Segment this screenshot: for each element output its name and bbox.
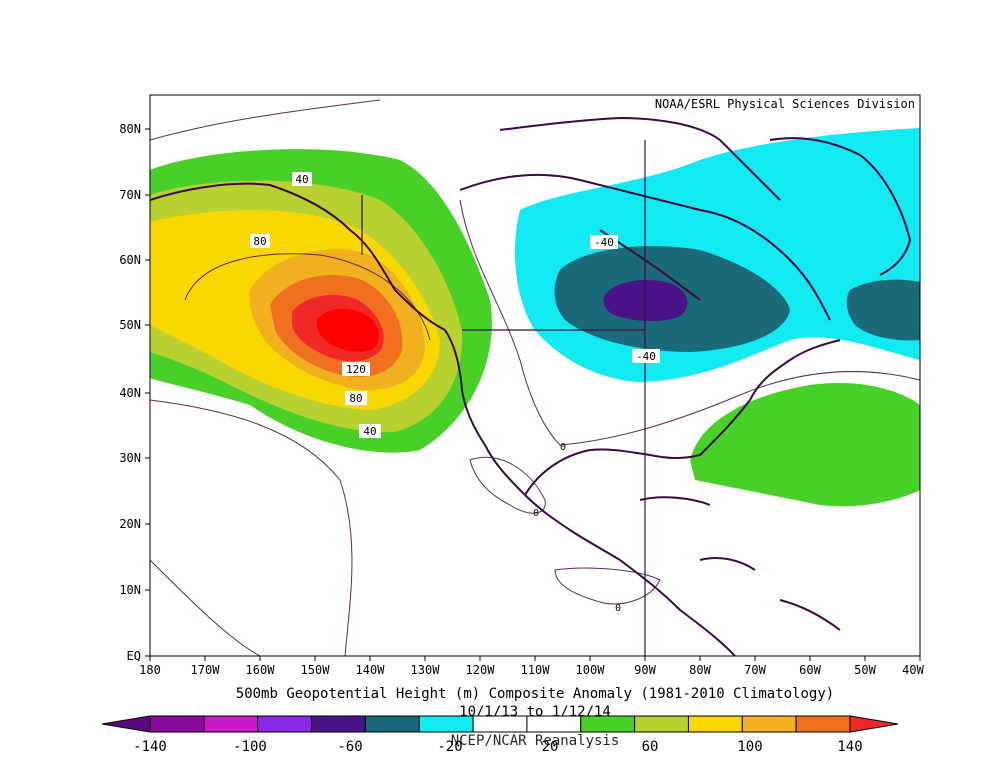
- lon-label: 180: [139, 663, 161, 677]
- lon-label: 100W: [576, 663, 606, 677]
- colorbar-arrow-right: [849, 715, 899, 733]
- colorbar-label: -20: [437, 739, 462, 755]
- map-grid-lines: [361, 140, 646, 656]
- lon-label: 110W: [521, 663, 551, 677]
- colorbar-label: -140: [133, 739, 167, 755]
- contour-label: 40: [363, 425, 376, 438]
- lon-label: 70W: [744, 663, 766, 677]
- colorbar-swatch: [580, 715, 636, 733]
- colorbar-label: -100: [233, 739, 267, 755]
- lon-labels: 180 170W 160W 150W 140W 130W 120W 110W 1…: [139, 663, 924, 677]
- colorbar-labels: -140 -100 -60 -20 20 60 100 140: [133, 739, 863, 755]
- lat-label: 20N: [119, 517, 141, 531]
- lat-label: 80N: [119, 122, 141, 136]
- contour-label-group: 40 80 120 80 40 -40 -40 0 0 0: [250, 172, 660, 614]
- lat-axis: [145, 128, 150, 657]
- contour-label: 80: [253, 235, 266, 248]
- lon-label: 150W: [301, 663, 331, 677]
- anomaly-field: [150, 99, 920, 656]
- contour-label: 80: [349, 392, 362, 405]
- colorbar-swatch: [687, 715, 743, 733]
- colorbar-label: 60: [642, 739, 659, 755]
- lat-label: 70N: [119, 188, 141, 202]
- lon-label: 170W: [191, 663, 221, 677]
- colorbar-label: 100: [737, 739, 762, 755]
- colorbar-swatch: [795, 715, 851, 733]
- lon-axis: [149, 656, 921, 661]
- colorbar-swatch: [526, 715, 582, 733]
- contour-label: -40: [636, 350, 656, 363]
- lat-label: 40N: [119, 386, 141, 400]
- lon-label: 120W: [466, 663, 496, 677]
- contour-label: 0: [560, 442, 566, 453]
- colorbar-swatch: [472, 715, 528, 733]
- lat-label: 50N: [119, 318, 141, 332]
- colorbar-label: 20: [542, 739, 559, 755]
- lat-label: 30N: [119, 451, 141, 465]
- lat-label: 10N: [119, 583, 141, 597]
- pos-max-contour-fill: [316, 308, 379, 352]
- colorbar-swatch: [257, 715, 313, 733]
- colorbar-swatch: [634, 715, 689, 733]
- contour-label: 120: [346, 363, 366, 376]
- lon-label: 160W: [246, 663, 276, 677]
- credit-text: NOAA/ESRL Physical Sciences Division: [655, 97, 915, 111]
- colorbar-swatch: [364, 715, 420, 733]
- contour-label: 0: [615, 603, 621, 614]
- colorbar-swatch: [149, 715, 205, 733]
- coastlines: [150, 116, 912, 656]
- contour-lines: [150, 99, 920, 656]
- atlantic-pos-40-contour-fill: [690, 382, 920, 507]
- colorbar-label: -60: [337, 739, 362, 755]
- colorbar-arrow-left: [101, 715, 151, 733]
- colorbar-label: 140: [837, 739, 862, 755]
- contour-label: 40: [295, 173, 308, 186]
- lon-label: 40W: [902, 663, 924, 677]
- colorbar-swatch: [311, 715, 366, 733]
- lon-label: 90W: [634, 663, 656, 677]
- lat-labels: 80N 70N 60N 50N 40N 30N 20N 10N EQ: [119, 122, 141, 663]
- lon-label: 60W: [799, 663, 821, 677]
- contour-label: 0: [533, 508, 539, 519]
- contour-label: -40: [594, 236, 614, 249]
- colorbar: [101, 715, 899, 733]
- colorbar-swatch: [418, 715, 474, 733]
- neg-60-east-contour-fill: [846, 279, 920, 341]
- lon-label: 130W: [411, 663, 441, 677]
- figure-title: 500mb Geopotential Height (m) Composite …: [236, 686, 834, 702]
- colorbar-swatch: [203, 715, 259, 733]
- lat-label: 60N: [119, 253, 141, 267]
- data-source: NCEP/NCAR Reanalysis: [451, 733, 620, 749]
- lon-label: 80W: [689, 663, 711, 677]
- lon-label: 50W: [854, 663, 876, 677]
- colorbar-swatch: [741, 715, 797, 733]
- lon-label: 140W: [356, 663, 386, 677]
- lat-label: EQ: [127, 649, 141, 663]
